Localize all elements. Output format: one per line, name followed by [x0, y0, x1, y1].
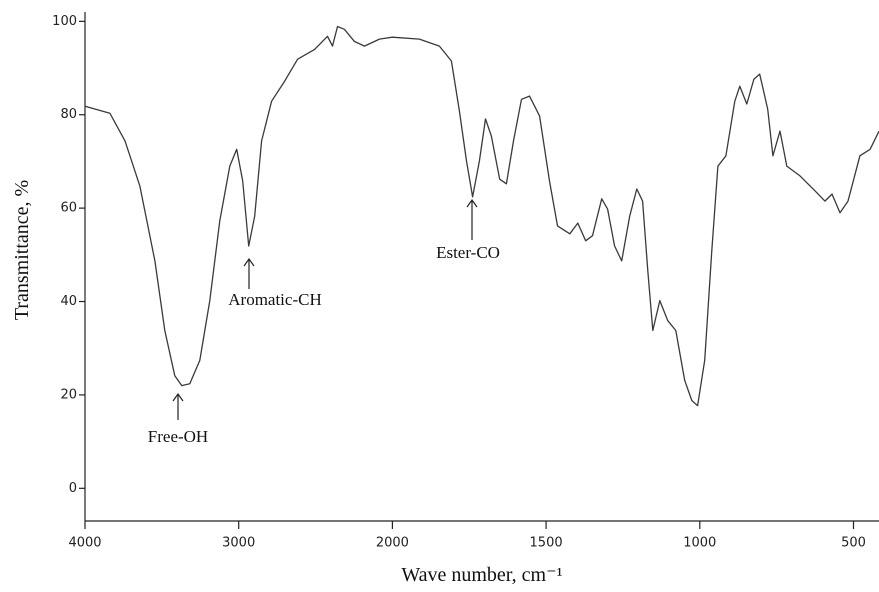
y-axis-label: Transmittance, % — [11, 180, 33, 320]
arrow — [243, 257, 255, 289]
y-tick-label: 80 — [60, 107, 77, 122]
y-tick-label: 40 — [60, 294, 77, 309]
annotation: Ester-CO — [436, 243, 500, 262]
y-tick-label: 20 — [60, 387, 77, 402]
annotation-arrows — [172, 198, 478, 420]
x-tick-label: 4000 — [68, 536, 101, 551]
spectrum-line — [84, 25, 879, 407]
y-tick-label: 0 — [69, 481, 77, 496]
y-tick-label: 60 — [60, 201, 77, 216]
x-tick-label: 1500 — [530, 536, 563, 551]
x-tick-label: 2000 — [376, 536, 409, 551]
annotation: Free-OH — [148, 427, 208, 446]
x-tick-label: 1000 — [683, 536, 716, 551]
x-tick-label: 500 — [841, 536, 866, 551]
x-tick-label: 3000 — [222, 536, 255, 551]
x-axis-label: Wave number, cm⁻¹ — [401, 564, 562, 586]
arrow — [466, 198, 478, 240]
annotation: Aromatic-CH — [228, 290, 321, 309]
y-tick-label: 100 — [52, 14, 77, 29]
arrow — [172, 392, 184, 420]
